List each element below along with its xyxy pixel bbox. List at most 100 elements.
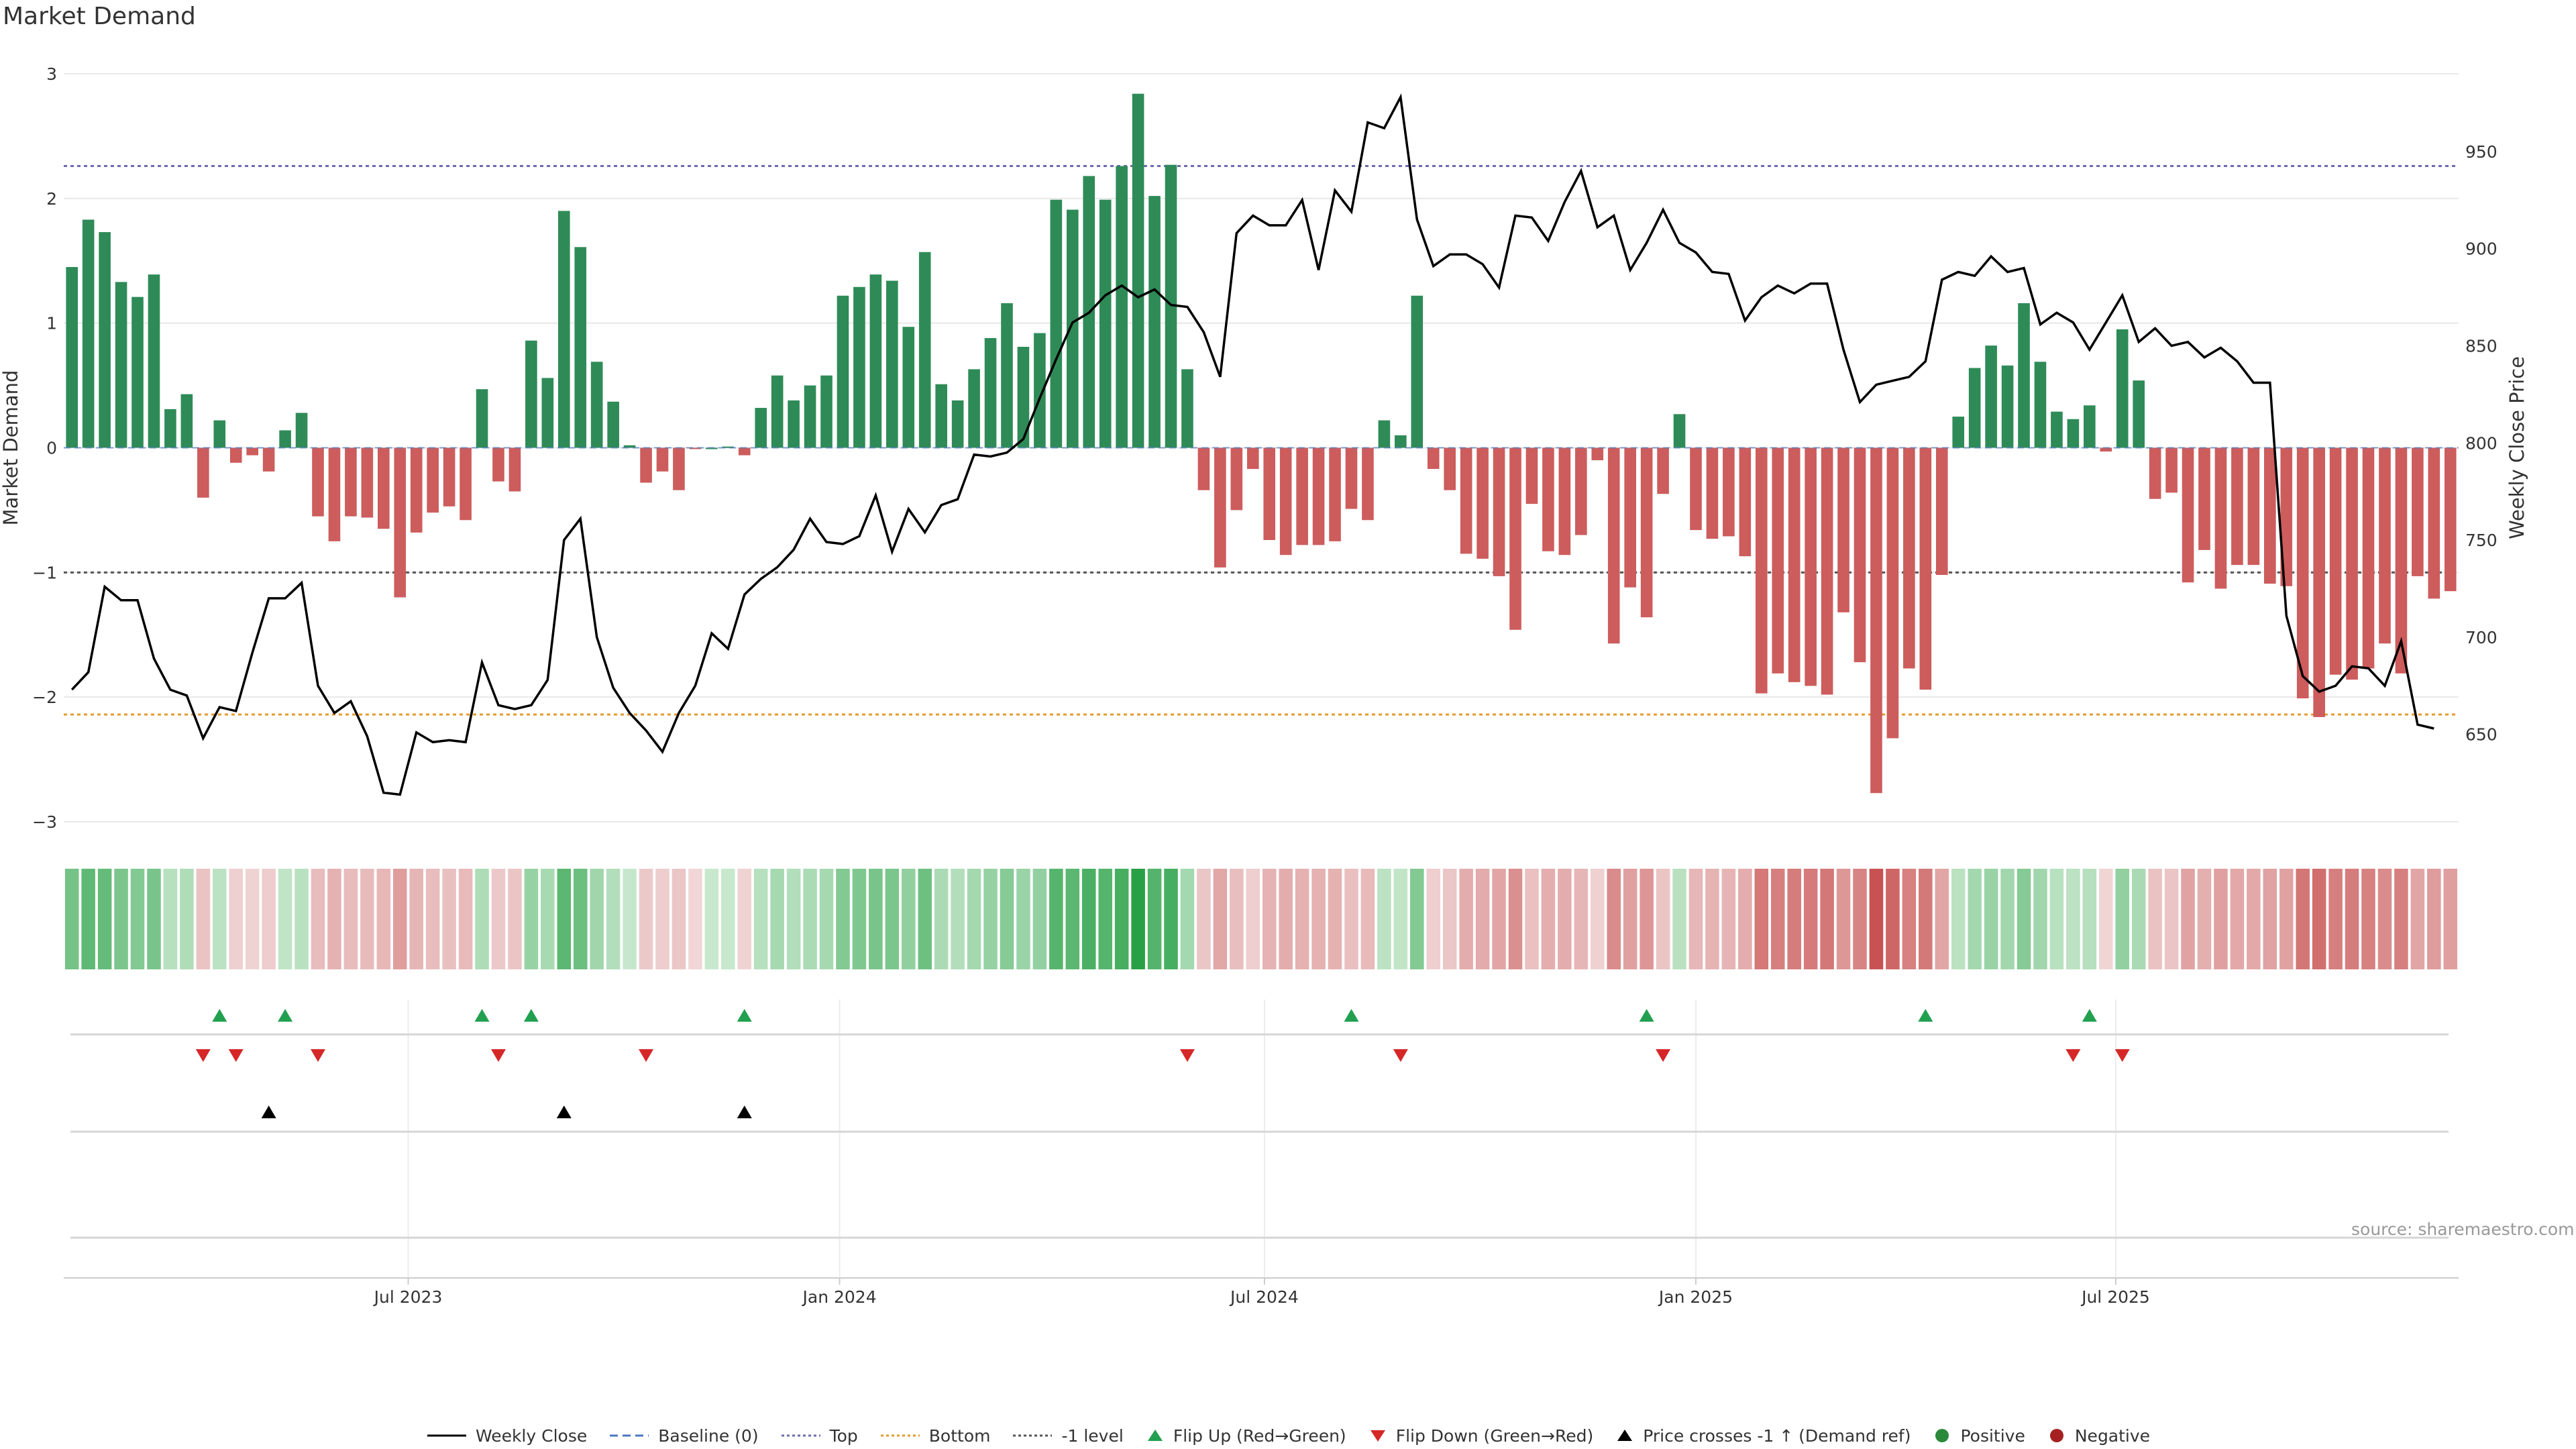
legend-item: Price crosses -1 ↑ (Demand ref) (1615, 1426, 1911, 1446)
flip-down-marker (490, 1049, 506, 1062)
y2-tick-label: 800 (2465, 433, 2498, 453)
demand-bar (2018, 303, 2030, 448)
y-tick-label: −3 (32, 812, 57, 832)
demand-bar (2100, 447, 2112, 452)
heat-strip-cell (1098, 869, 1112, 969)
demand-bar (1378, 420, 1391, 448)
demand-bar (1968, 368, 1981, 448)
flip-down-marker (2114, 1049, 2130, 1062)
demand-bar (1886, 447, 1899, 739)
heat-strip-cell (524, 869, 539, 969)
demand-bar (1542, 447, 1554, 551)
demand-bar (2280, 447, 2293, 586)
heat-strip-cell (1738, 869, 1752, 969)
demand-bar (1427, 447, 1440, 470)
legend-label: Baseline (0) (658, 1426, 759, 1446)
demand-bar (115, 282, 127, 448)
legend-label: Top (829, 1426, 858, 1446)
demand-bar (1460, 447, 1472, 554)
demand-bar (2133, 380, 2145, 448)
heat-strip-cell (1935, 869, 1949, 969)
legend-swatch-icon (880, 1434, 920, 1437)
flip-up-marker (474, 1009, 490, 1022)
demand-bar (164, 409, 176, 448)
demand-bar (1329, 447, 1341, 541)
demand-bar (2362, 447, 2375, 669)
demand-bar (2412, 447, 2424, 576)
legend-swatch-icon (781, 1434, 820, 1437)
heat-strip-cell (1180, 869, 1195, 969)
heat-strip-cell (1459, 869, 1473, 969)
demand-bar (1296, 447, 1308, 545)
demand-bar (492, 447, 504, 482)
flip-up-marker (2082, 1009, 2097, 1022)
demand-bar (2395, 447, 2408, 674)
demand-bar (820, 375, 833, 448)
demand-bar (788, 400, 800, 448)
heat-strip-cell (1410, 869, 1424, 969)
heat-strip-cell (262, 869, 276, 969)
heat-strip-cell (2049, 869, 2064, 969)
demand-bar (66, 267, 78, 448)
legend-item: Negative (2047, 1426, 2150, 1446)
demand-bar (82, 219, 95, 448)
demand-bar (2379, 447, 2391, 644)
demand-bar (2001, 365, 2014, 448)
demand-bar (476, 389, 488, 448)
source-note: source: sharemaestro.com (2351, 1220, 2575, 1239)
demand-bar (869, 274, 882, 448)
demand-bar (1575, 447, 1587, 535)
heat-strip-cell (1902, 869, 1917, 969)
demand-bar (525, 340, 537, 448)
heat-strip-cell (2247, 869, 2261, 969)
demand-bar (2182, 447, 2194, 583)
heat-strip-cell (836, 869, 850, 969)
heat-strip-cell (1016, 869, 1030, 969)
demand-bar (2034, 362, 2047, 448)
legend-swatch-icon (427, 1434, 466, 1437)
heat-strip-cell (1475, 869, 1490, 969)
chart-legend: Weekly Close Baseline (0) Top Bottom -1 leve… (0, 1422, 2576, 1449)
demand-bar (394, 447, 407, 598)
heat-strip-cell (1770, 869, 1785, 969)
heat-strip-cell (196, 869, 211, 969)
legend-swatch-icon (610, 1434, 649, 1437)
y2-tick-label: 750 (2465, 531, 2498, 550)
heat-strip-cell (1984, 869, 1998, 969)
heat-strip-cell (278, 869, 292, 969)
demand-bar (2116, 329, 2129, 448)
legend-item: -1 level (1012, 1426, 1124, 1446)
heat-strip-cell (1065, 869, 1080, 969)
heat-strip-cell (1754, 869, 1769, 969)
heat-strip-cell (2214, 869, 2228, 969)
demand-bar (361, 447, 374, 518)
heat-strip-cell (425, 869, 440, 969)
demand-bar (640, 447, 652, 483)
heat-strip-cell (934, 869, 949, 969)
heat-strip-cell (2181, 869, 2195, 969)
demand-bar (1246, 447, 1259, 470)
heat-strip-cell (1919, 869, 1933, 969)
demand-bar (1525, 447, 1538, 504)
heat-strip-cell (1836, 869, 1851, 969)
heat-strip-cell (2279, 869, 2294, 969)
price-cross-marker (556, 1106, 572, 1118)
heat-strip-cell (2296, 869, 2310, 969)
demand-bar (2214, 447, 2227, 589)
flip-down-marker (228, 1049, 244, 1062)
y2-tick-label: 650 (2465, 725, 2498, 745)
heat-strip-cell (2164, 869, 2179, 969)
heat-strip-cell (770, 869, 784, 969)
demand-bar (328, 447, 341, 541)
demand-bar (131, 297, 144, 448)
demand-bar (771, 375, 784, 448)
heat-strip-cell (1787, 869, 1801, 969)
flip-up-marker (1344, 1009, 1359, 1022)
heat-strip-cell (1820, 869, 1834, 969)
heat-strip-cell (1246, 869, 1260, 969)
price-cross-marker (737, 1106, 752, 1118)
demand-bar (902, 327, 915, 448)
demand-bar (1624, 447, 1636, 588)
legend-item: Flip Up (Red→Green) (1145, 1426, 1346, 1446)
